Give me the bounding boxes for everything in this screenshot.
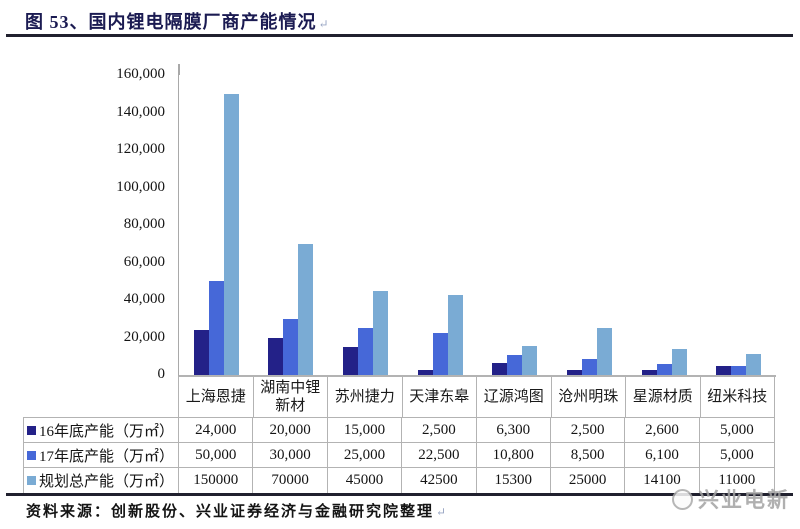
category-label: 纽米科技 <box>701 377 775 417</box>
value-cell: 6,300 <box>476 418 551 443</box>
value-cell: 2,600 <box>625 418 700 443</box>
bar <box>731 365 747 375</box>
value-cell: 10,800 <box>476 443 551 468</box>
y-tick-label: 100,000 <box>116 178 165 195</box>
value-cell: 22,500 <box>402 443 477 468</box>
value-cell: 25,000 <box>327 443 403 468</box>
bar <box>566 370 582 375</box>
value-cell: 25000 <box>551 468 626 493</box>
bar <box>507 354 523 375</box>
y-axis-line <box>178 64 180 75</box>
watermark: 兴业电新 <box>672 484 790 514</box>
y-tick-label: 140,000 <box>116 103 165 120</box>
source-text: 资料来源：创新股份、兴业证券经济与金融研究院整理 <box>26 504 435 520</box>
bar <box>223 93 239 375</box>
value-cell: 5,000 <box>699 443 774 468</box>
value-cell: 50,000 <box>179 443 254 468</box>
bar <box>596 328 612 375</box>
value-cell: 5,000 <box>699 418 774 443</box>
data-table: 16年底产能（万㎡） 24,000 20,000 15,000 2,500 6,300 2,… <box>23 417 775 494</box>
paragraph-mark: ↵ <box>318 17 330 31</box>
bar <box>268 337 284 375</box>
y-tick-label: 0 <box>157 366 166 382</box>
bar <box>417 370 433 375</box>
paragraph-mark: ↵ <box>436 505 449 519</box>
category-label: 辽源鸿图 <box>477 377 552 417</box>
legend-marker <box>27 476 36 485</box>
bottom-rule <box>6 493 793 496</box>
y-tick-label: 160,000 <box>116 66 165 82</box>
y-tick-label: 120,000 <box>116 141 165 157</box>
bar-group <box>179 75 254 375</box>
bar <box>432 332 448 375</box>
bar <box>373 290 389 375</box>
bar <box>641 370 657 375</box>
legend-marker <box>27 425 36 435</box>
bar <box>716 365 732 375</box>
category-label: 天津东皋 <box>403 377 477 417</box>
bar <box>283 318 299 375</box>
bar-group <box>478 75 553 375</box>
watermark-text: 兴业电新 <box>698 488 790 512</box>
value-cell: 15,000 <box>327 418 403 443</box>
value-cell: 14100 <box>625 468 700 493</box>
figure-title: 图 53、国内锂电隔膜厂商产能情况 ↵ <box>25 8 330 34</box>
value-cell: 6,100 <box>625 443 700 468</box>
source-line: 资料来源：创新股份、兴业证券经济与金融研究院整理 ↵ <box>26 500 448 521</box>
category-label: 沧州明珠 <box>552 377 626 417</box>
value-cell: 11000 <box>718 472 756 488</box>
bar <box>358 328 374 375</box>
category-label: 苏州捷力 <box>328 377 403 417</box>
value-cell: 2,500 <box>402 418 477 443</box>
category-label: 上海恩捷 <box>179 377 254 417</box>
value-cell: 8,500 <box>550 443 626 468</box>
value-cell: 30,000 <box>253 443 328 468</box>
bar-group <box>328 75 403 375</box>
bar-group <box>403 75 478 375</box>
bar <box>208 281 224 375</box>
bar <box>193 330 209 375</box>
top-rule <box>6 34 793 37</box>
bar <box>343 346 359 375</box>
bar-group <box>627 75 702 375</box>
y-tick-label: 40,000 <box>123 291 165 307</box>
value-cell: 70000 <box>253 468 328 493</box>
series-name: 规划总产能（万㎡） <box>39 474 175 490</box>
series-name: 17年底产能（万㎡） <box>39 448 175 465</box>
category-label: 湖南中锂新材 <box>254 377 328 417</box>
value-cell: 24,000 <box>179 418 254 443</box>
series-name: 16年底产能（万㎡） <box>39 423 175 440</box>
y-tick-label: 20,000 <box>123 328 165 345</box>
bar <box>447 295 463 375</box>
bar <box>298 243 314 375</box>
value-cell: 15300 <box>477 468 551 493</box>
bar-group <box>254 75 329 375</box>
series-label-cell: 16年底产能（万㎡） <box>24 418 179 443</box>
bar <box>656 363 672 375</box>
watermark-logo-icon <box>672 488 693 510</box>
value-cell: 45000 <box>328 468 403 493</box>
category-label: 星源材质 <box>626 377 701 417</box>
bar <box>492 363 508 375</box>
bar-group <box>701 75 776 375</box>
value-cell: 20,000 <box>253 418 328 443</box>
bar <box>522 346 538 375</box>
plot-area <box>178 75 776 377</box>
category-row: 上海恩捷 湖南中锂新材 苏州捷力 天津东皋 辽源鸿图 沧州明珠 星源材质 纽米科技 <box>178 377 775 417</box>
series-label-cell: 17年底产能（万㎡） <box>24 443 179 468</box>
legend-marker <box>27 450 36 460</box>
y-tick-label: 80,000 <box>123 216 165 232</box>
value-cell: 42500 <box>402 468 477 493</box>
bar <box>581 359 597 375</box>
bar <box>746 354 762 375</box>
value-cell: 150000 <box>179 468 254 493</box>
bar <box>671 348 687 375</box>
bar-group <box>552 75 627 375</box>
y-tick-label: 60,000 <box>123 253 165 270</box>
series-label-cell: 规划总产能（万㎡） <box>24 468 179 493</box>
figure-title-text: 图 53、国内锂电隔膜厂商产能情况 <box>25 12 317 32</box>
value-cell: 2,500 <box>550 418 626 443</box>
